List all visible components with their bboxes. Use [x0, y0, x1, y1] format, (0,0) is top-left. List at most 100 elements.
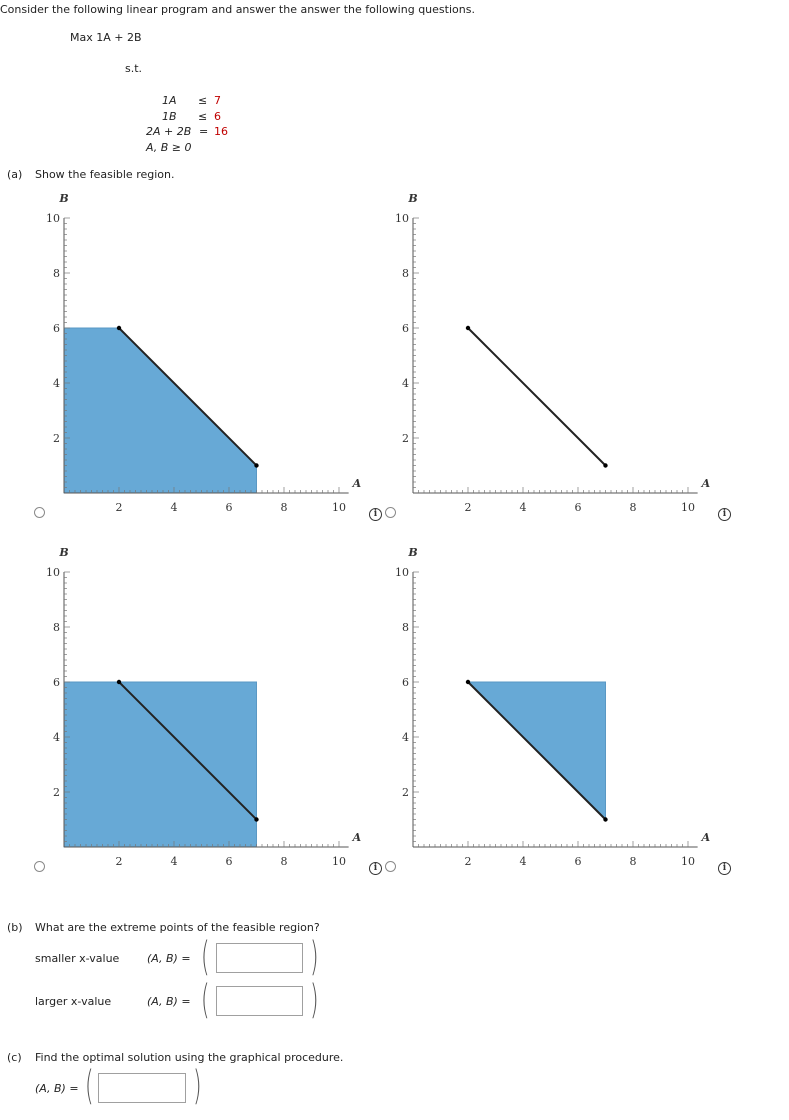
y-tick-label: 10 [395, 566, 409, 579]
optimal-solution-input[interactable] [98, 1073, 186, 1103]
equality-constraint-line [467, 681, 607, 821]
y-axis-label: B [407, 546, 417, 559]
option-2-plot: 2 2 4 4 6 6 8 8 10 10 A B [395, 192, 711, 514]
x-tick-label: 4 [520, 855, 527, 868]
y-axis-label: B [58, 192, 68, 205]
right-paren: ) [310, 977, 319, 1023]
y-tick-label: 2 [53, 786, 60, 799]
x-tick-label: 6 [575, 501, 582, 514]
part-b-label: (b) [7, 921, 23, 934]
x-tick-label: 8 [630, 501, 637, 514]
y-tick-label: 6 [402, 676, 409, 689]
y-tick-label: 2 [402, 432, 409, 445]
optimal-prefix: (A, B) = [35, 1082, 79, 1095]
smaller-x-prefix: (A, B) = [147, 952, 191, 965]
y-tick-label: 8 [402, 621, 409, 634]
y-tick-label: 10 [46, 212, 60, 225]
y-tick-label: 8 [402, 267, 409, 280]
info-icon[interactable]: i [718, 508, 731, 521]
x-tick-label: 10 [681, 855, 695, 868]
constraint-3-op: = [199, 125, 209, 138]
y-tick-label: 6 [53, 322, 60, 335]
y-tick-label: 2 [402, 786, 409, 799]
larger-x-input[interactable] [216, 986, 303, 1016]
option-3-radio[interactable] [34, 861, 45, 872]
x-tick-label: 8 [630, 855, 637, 868]
x-tick-label: 6 [226, 501, 233, 514]
constraint-2-op: ≤ [198, 110, 208, 123]
constraint-1-op: ≤ [198, 94, 208, 107]
part-a-question: Show the feasible region. [35, 168, 175, 181]
part-c-question: Find the optimal solution using the grap… [35, 1051, 344, 1064]
option-4-graph: 2 2 4 4 6 6 8 8 10 10 A B [373, 542, 713, 882]
x-tick-label: 2 [465, 501, 472, 514]
x-tick-label: 10 [332, 501, 346, 514]
y-axis-label: B [407, 192, 417, 205]
part-a-label: (a) [7, 168, 23, 181]
objective-function: Max 1A + 2B [70, 31, 142, 44]
info-icon[interactable]: i [369, 862, 382, 875]
y-tick-label: 6 [53, 676, 60, 689]
x-axis-label: A [701, 831, 711, 844]
y-tick-label: 4 [402, 731, 409, 744]
endpoint-dot [116, 325, 122, 331]
x-tick-label: 4 [171, 855, 178, 868]
x-tick-label: 4 [520, 501, 527, 514]
equality-constraint-line [118, 681, 258, 821]
endpoint-dot [465, 325, 471, 331]
x-axis-label: A [352, 831, 362, 844]
endpoint-dot [254, 463, 259, 468]
constraint-1-lhs: 1A [162, 94, 177, 107]
y-axis-label: B [58, 546, 68, 559]
left-paren: ( [201, 934, 210, 980]
info-icon[interactable]: i [369, 508, 382, 521]
x-tick-label: 6 [226, 855, 233, 868]
x-tick-label: 8 [281, 501, 288, 514]
option-3-graph: 2 2 4 4 6 6 8 8 10 10 A B [24, 542, 364, 882]
left-paren: ( [85, 1063, 94, 1109]
option-1-radio[interactable] [34, 507, 45, 518]
smaller-x-input[interactable] [216, 943, 303, 973]
info-icon[interactable]: i [718, 862, 731, 875]
option-2-graph: 2 2 4 4 6 6 8 8 10 10 A B [373, 188, 713, 528]
constraint-2-lhs: 1B [162, 110, 177, 123]
x-tick-label: 4 [171, 501, 178, 514]
x-tick-label: 8 [281, 855, 288, 868]
y-tick-label: 8 [53, 621, 60, 634]
x-tick-label: 6 [575, 855, 582, 868]
left-paren: ( [201, 977, 210, 1023]
x-axis-label: A [352, 477, 362, 490]
option-2-radio[interactable] [385, 507, 396, 518]
y-tick-label: 10 [395, 212, 409, 225]
constraint-3-rhs: 16 [214, 125, 228, 138]
x-axis-label: A [701, 477, 711, 490]
x-tick-label: 10 [332, 855, 346, 868]
endpoint-dot [603, 463, 608, 468]
feasible-region [63, 681, 257, 848]
option-4-radio[interactable] [385, 861, 396, 872]
option-1-plot: 2 2 4 4 6 6 8 8 10 10 A B [46, 192, 362, 514]
subject-to-label: s.t. [125, 62, 143, 75]
y-tick-label: 4 [402, 377, 409, 390]
nonnegativity-constraint: A, B ≥ 0 [146, 141, 192, 154]
endpoint-dot [603, 817, 608, 822]
endpoint-dot [116, 679, 122, 685]
x-tick-label: 2 [116, 501, 123, 514]
option-3-plot: 2 2 4 4 6 6 8 8 10 10 A B [46, 546, 362, 868]
endpoint-dot [465, 679, 471, 685]
y-tick-label: 6 [402, 322, 409, 335]
x-tick-label: 10 [681, 501, 695, 514]
option-4-plot: 2 2 4 4 6 6 8 8 10 10 A B [395, 546, 711, 868]
constraint-1-rhs: 7 [214, 94, 221, 107]
feasible-region [63, 327, 257, 494]
larger-x-prefix: (A, B) = [147, 995, 191, 1008]
y-tick-label: 2 [53, 432, 60, 445]
y-tick-label: 4 [53, 377, 60, 390]
x-tick-label: 2 [116, 855, 123, 868]
y-tick-label: 8 [53, 267, 60, 280]
option-1-graph: 2 2 4 4 6 6 8 8 10 10 A B [24, 188, 364, 528]
y-tick-label: 10 [46, 566, 60, 579]
constraint-3-lhs: 2A + 2B [146, 125, 192, 138]
equality-constraint-line [467, 327, 607, 467]
intro-text: Consider the following linear program an… [0, 3, 475, 16]
